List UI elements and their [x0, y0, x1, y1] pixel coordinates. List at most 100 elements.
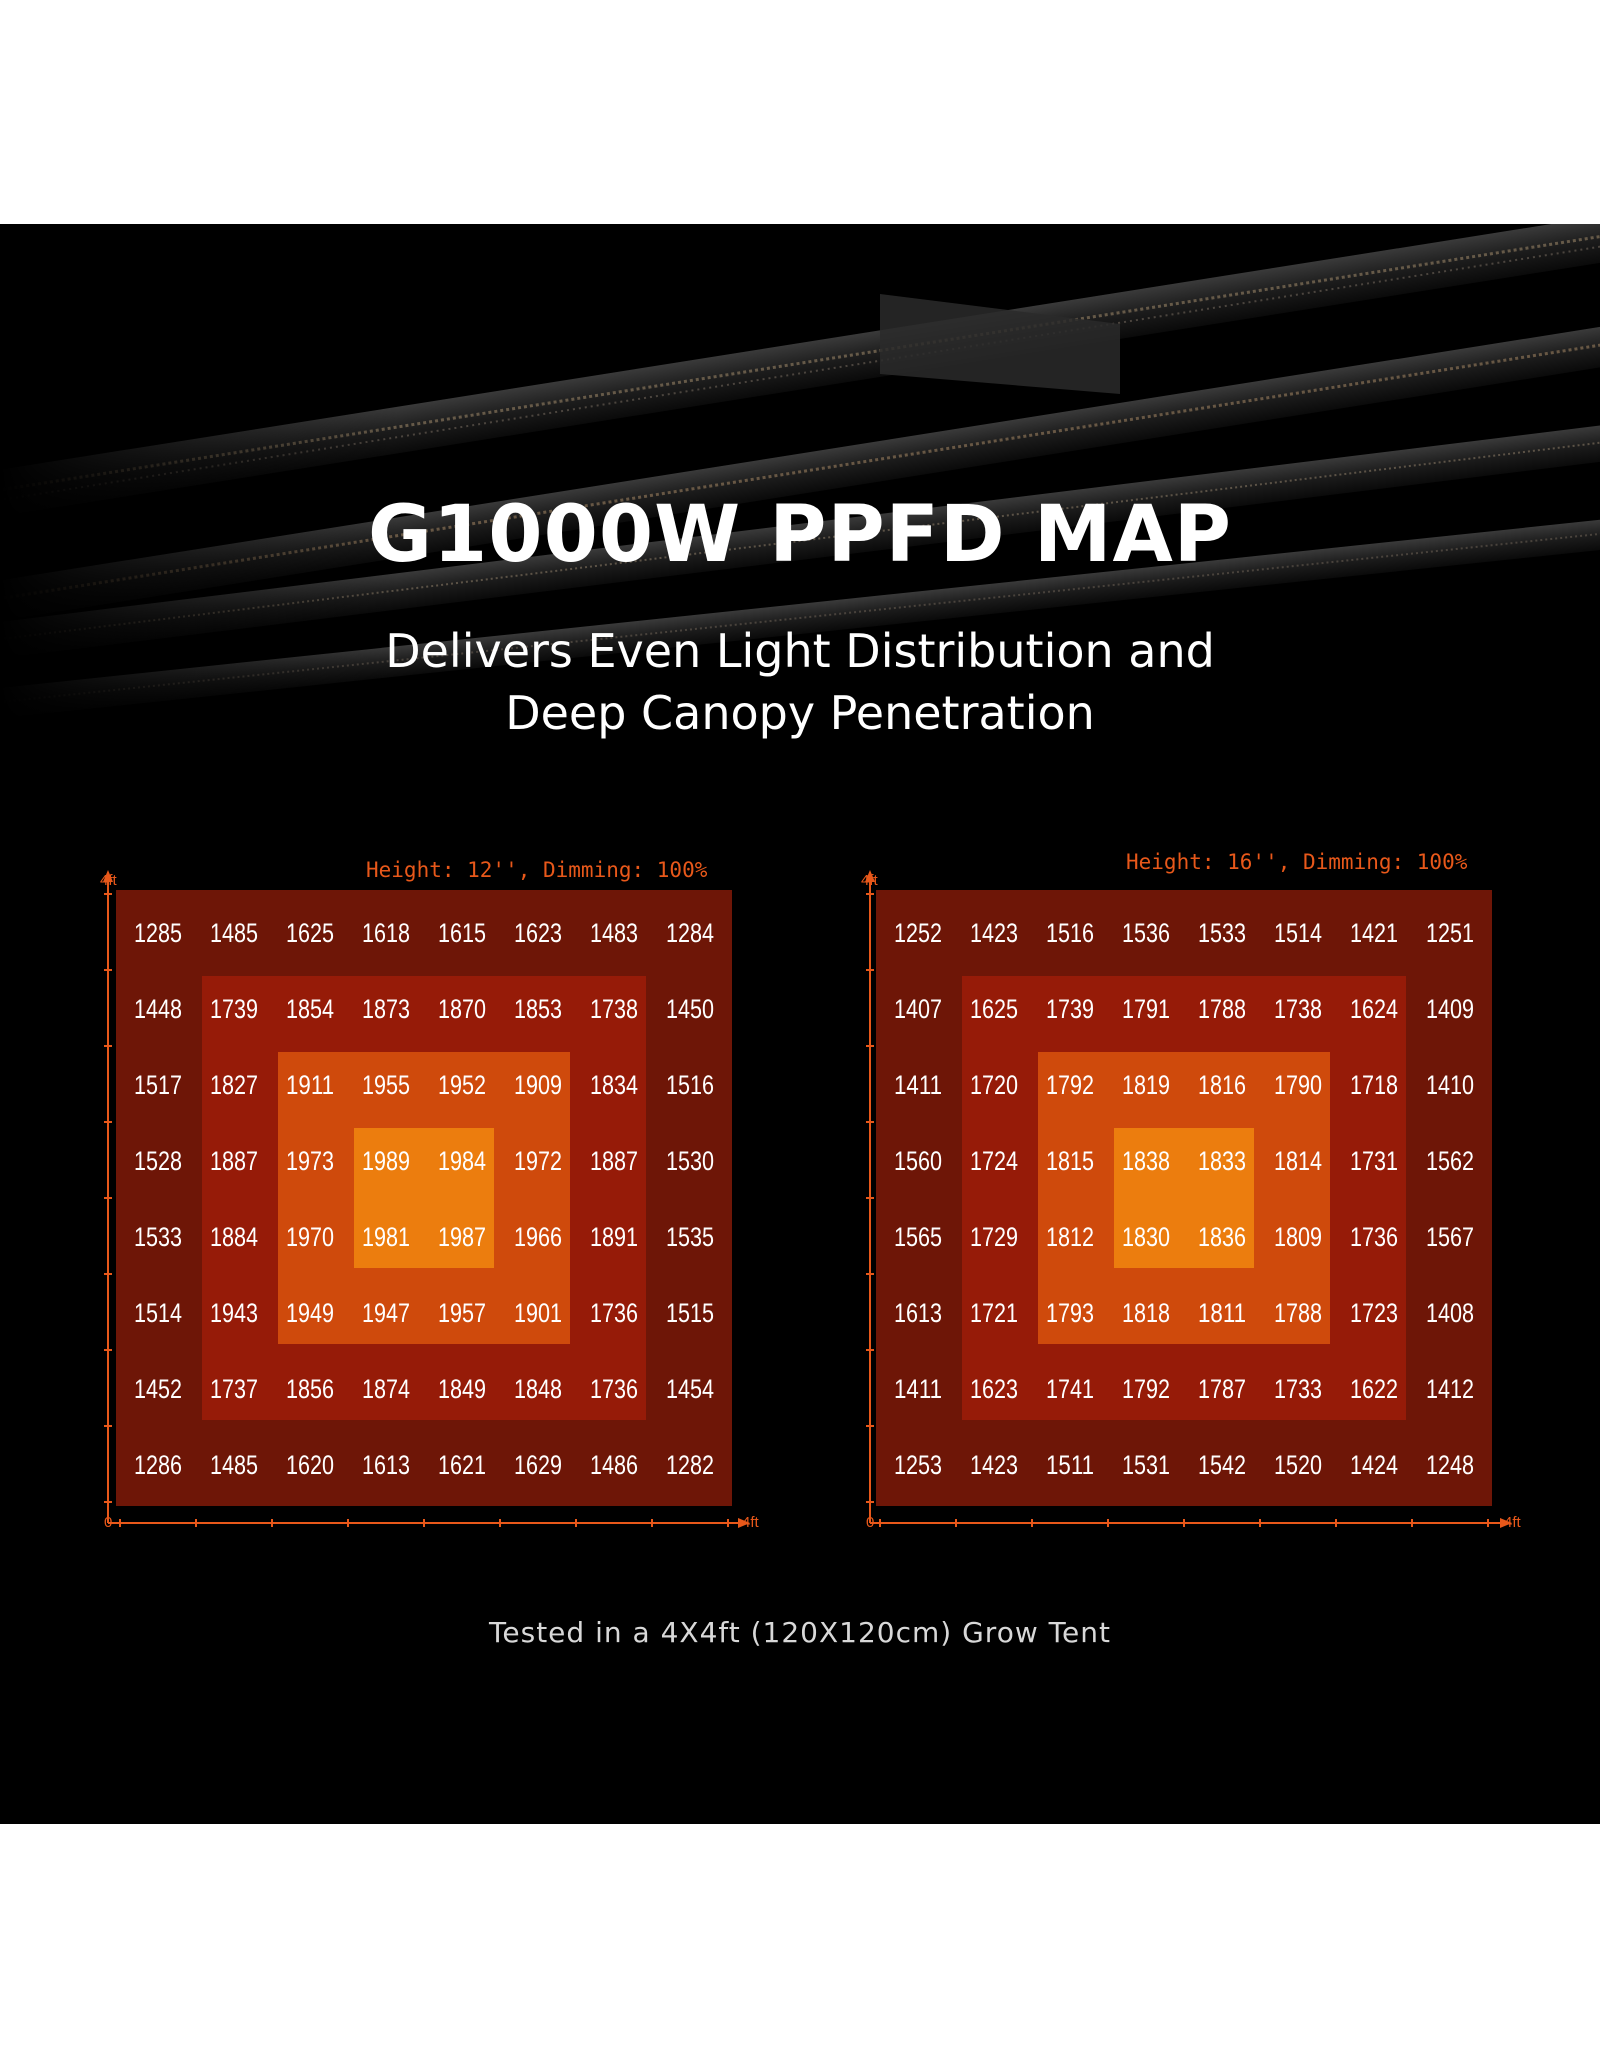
heatmap-cell-value: 1791 [1122, 994, 1170, 1024]
heatmap-cell-value: 1792 [1122, 1374, 1170, 1404]
heatmap-cell-value: 1731 [1350, 1146, 1398, 1176]
heatmap-cell-value: 1424 [1350, 1450, 1398, 1480]
heatmap-cell-value: 1739 [210, 994, 258, 1024]
heatmap-cell-value: 1848 [514, 1374, 562, 1404]
heatmap-cell-value: 1282 [666, 1450, 714, 1480]
heatmap-cell-value: 1622 [1350, 1374, 1398, 1404]
heatmap-cell-value: 1737 [210, 1374, 258, 1404]
heatmap-cell-value: 1285 [134, 918, 182, 948]
heatmap-cell-value: 1483 [590, 918, 638, 948]
heatmap-right: Height: 16'', Dimming: 100% 4ft 0 4ft 12… [848, 842, 1528, 1556]
heatmap-cell-value: 1955 [362, 1070, 410, 1100]
heatmap-cell-value: 1793 [1046, 1298, 1094, 1328]
heatmap-cell-value: 1623 [970, 1374, 1018, 1404]
heatmap-cell-value: 1724 [970, 1146, 1018, 1176]
heatmap-cell-value: 1514 [134, 1298, 182, 1328]
grow-light-bars-image [0, 224, 1600, 744]
heatmap-cell-value: 1251 [1426, 918, 1474, 948]
heatmap-cell-value: 1252 [894, 918, 942, 948]
heatmap-cell-value: 1448 [134, 994, 182, 1024]
heatmap-cell-value: 1970 [286, 1222, 334, 1252]
heatmap-cell-value: 1621 [438, 1450, 486, 1480]
heatmap-cell-value: 1514 [1274, 918, 1322, 948]
heatmap-cell-value: 1450 [666, 994, 714, 1024]
heatmap-cell-value: 1567 [1426, 1222, 1474, 1252]
heatmap-cell-value: 1452 [134, 1374, 182, 1404]
heatmap-cell-value: 1884 [210, 1222, 258, 1252]
heatmap-cell-value: 1736 [590, 1298, 638, 1328]
heatmap-cell-value: 1248 [1426, 1450, 1474, 1480]
heatmap-cell-value: 1485 [210, 918, 258, 948]
heatmap-cell-value: 1981 [362, 1222, 410, 1252]
heatmap-cell-value: 1613 [894, 1298, 942, 1328]
heatmap-cell-value: 1284 [666, 918, 714, 948]
heatmap-cell-value: 1620 [286, 1450, 334, 1480]
heatmap-cell-value: 1741 [1046, 1374, 1094, 1404]
heatmap-cell-value: 1739 [1046, 994, 1094, 1024]
heatmap-cell-value: 1816 [1198, 1070, 1246, 1100]
heatmap-cell-value: 1729 [970, 1222, 1018, 1252]
footnote: Tested in a 4X4ft (120X120cm) Grow Tent [489, 1616, 1111, 1649]
heatmap-cell-value: 1286 [134, 1450, 182, 1480]
heatmap-cell-value: 1891 [590, 1222, 638, 1252]
heatmap-cell-value: 1949 [286, 1298, 334, 1328]
heatmap-cell-value: 1536 [1122, 918, 1170, 948]
heatmap-cell-value: 1943 [210, 1298, 258, 1328]
heatmap-cell-value: 1723 [1350, 1298, 1398, 1328]
heatmap-cell-value: 1624 [1350, 994, 1398, 1024]
heatmap-cell-value: 1411 [894, 1374, 942, 1404]
heatmap-cell-value: 1485 [210, 1450, 258, 1480]
heatmap-cell-value: 1528 [134, 1146, 182, 1176]
heatmap-cell-value: 1814 [1274, 1146, 1322, 1176]
heatmap-cell-value: 1409 [1426, 994, 1474, 1024]
x-axis-arrow [1500, 1518, 1512, 1528]
heatmap-cell-value: 1562 [1426, 1146, 1474, 1176]
heatmap-cell-value: 1511 [1046, 1450, 1094, 1480]
heatmap-cell-value: 1625 [970, 994, 1018, 1024]
heatmap-cell-value: 1838 [1122, 1146, 1170, 1176]
heatmap-cell-value: 1812 [1046, 1222, 1094, 1252]
heatmap-cell-value: 1629 [514, 1450, 562, 1480]
heatmap-cell-value: 1973 [286, 1146, 334, 1176]
heatmap-cell-value: 1721 [970, 1298, 1018, 1328]
heatmap-cell-value: 1827 [210, 1070, 258, 1100]
heatmap-cell-value: 1411 [894, 1070, 942, 1100]
heatmap-cell-value: 1887 [210, 1146, 258, 1176]
heatmap-svg-left: 1285 1485 1625 1618 1615 1623 1483 1284 1448 1739… [103, 870, 750, 1528]
heatmap-cell-value: 1454 [666, 1374, 714, 1404]
heatmap-cell-value: 1530 [666, 1146, 714, 1176]
heatmap-cell-value: 1516 [1046, 918, 1094, 948]
heatmap-cell-value: 1736 [590, 1374, 638, 1404]
x-axis-max-label: 4ft [742, 1514, 759, 1531]
heatmap-cell-value: 1901 [514, 1298, 562, 1328]
heatmap-cell-value: 1989 [362, 1146, 410, 1176]
heatmap-cell-value: 1615 [438, 918, 486, 948]
x-axis-min-label: 0 [866, 1514, 875, 1531]
heatmap-cell-value: 1625 [286, 918, 334, 948]
heatmap-cell-value: 1520 [1274, 1450, 1322, 1480]
heatmap-title-left: Height: 12'', Dimming: 100% [366, 858, 708, 882]
heatmap-cell-value: 1887 [590, 1146, 638, 1176]
heatmap-cell-value: 1836 [1198, 1222, 1246, 1252]
heatmap-cell-value: 1957 [438, 1298, 486, 1328]
heatmap-cell-value: 1854 [286, 994, 334, 1024]
heatmap-cell-value: 1736 [1350, 1222, 1398, 1252]
x-axis-arrow [738, 1518, 750, 1528]
heatmap-zone [1114, 1128, 1254, 1268]
heatmap-cell-value: 1618 [362, 918, 410, 948]
heatmap-title-right: Height: 16'', Dimming: 100% [1126, 850, 1468, 874]
y-axis-arrow [103, 870, 113, 882]
y-axis-max-label: 4ft [861, 872, 878, 889]
subtitle-line-1: Delivers Even Light Distribution and [385, 624, 1215, 678]
heatmap-cell-value: 1909 [514, 1070, 562, 1100]
heatmap-cell-value: 1613 [362, 1450, 410, 1480]
heatmap-cell-value: 1486 [590, 1450, 638, 1480]
heatmap-cell-value: 1733 [1274, 1374, 1322, 1404]
heatmap-cell-value: 1874 [362, 1374, 410, 1404]
heatmap-cell-value: 1834 [590, 1070, 638, 1100]
heatmap-cell-value: 1811 [1198, 1298, 1246, 1328]
y-axis-arrow [865, 870, 875, 882]
heatmap-cell-value: 1815 [1046, 1146, 1094, 1176]
heatmap-cell-value: 1535 [666, 1222, 714, 1252]
page-title: G1000W PPFD MAP [368, 490, 1232, 580]
